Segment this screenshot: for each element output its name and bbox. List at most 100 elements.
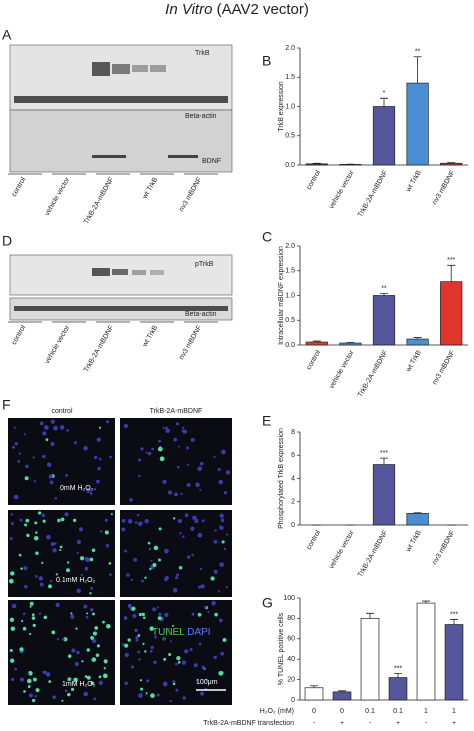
cell: [162, 681, 168, 687]
x-tick-label: TrkB-2A-mBDNF: [357, 169, 389, 218]
cell: [176, 655, 181, 661]
bar: [339, 342, 362, 346]
cell: [83, 446, 88, 451]
cell: [52, 548, 57, 553]
cell: [74, 441, 78, 445]
cell: [157, 558, 161, 562]
x-tick-label: TrkB-2A-mBDNF: [357, 529, 389, 578]
x-row-label: H₂O₂ (mM): [260, 708, 294, 715]
cell: [153, 660, 157, 664]
cell: [178, 566, 183, 570]
cell: [217, 590, 220, 593]
cell: [8, 578, 14, 584]
cell: [214, 529, 217, 532]
y-tick-label: 2: [291, 499, 295, 506]
cell: [13, 426, 16, 429]
cell: [165, 426, 168, 430]
cell: [91, 548, 96, 552]
panel-letter: G: [262, 595, 273, 611]
cell: [41, 513, 46, 518]
y-tick-label: 40: [287, 656, 295, 663]
cell: [124, 549, 128, 553]
panel-letter: D: [2, 233, 12, 249]
cell: [90, 608, 94, 612]
bar: [444, 624, 464, 701]
cell: [149, 649, 153, 653]
cell: [222, 637, 227, 642]
cell: [71, 687, 75, 691]
cell: [129, 498, 133, 502]
cell: [97, 466, 101, 471]
cell: [137, 650, 141, 654]
cell: [186, 483, 191, 487]
cell: [109, 573, 112, 576]
cell: [163, 657, 167, 661]
bar: [305, 163, 328, 166]
cell: [24, 476, 29, 481]
cell: [9, 617, 15, 622]
cell: [214, 612, 218, 617]
cell: [138, 458, 142, 462]
cell: [130, 665, 134, 669]
y-tick-label: 0.5: [285, 133, 295, 140]
cell: [197, 466, 203, 472]
error-bar: [413, 337, 422, 340]
cell: [50, 419, 55, 424]
y-tick-label: 20: [287, 676, 295, 683]
y-tick-label: 60: [287, 636, 295, 643]
cell: [145, 451, 148, 454]
bar: [440, 281, 463, 346]
x-row-label: TrkB-2A-mBDNF transfection: [203, 720, 294, 727]
cell: [121, 527, 126, 532]
blot-label: Beta-actin: [185, 311, 217, 318]
cell: [219, 562, 224, 567]
x-tick-label: nv3 mBDNF: [431, 169, 456, 206]
cell: [70, 614, 75, 619]
cell: [9, 648, 13, 652]
x-tick-label: control: [306, 529, 323, 551]
cell: [38, 576, 43, 581]
cell: [92, 638, 97, 643]
cell: [27, 685, 31, 688]
cell: [156, 693, 160, 697]
cell: [182, 696, 186, 700]
bar: [304, 687, 324, 701]
x-tick-label: vehicle vector: [328, 349, 356, 390]
cell: [135, 636, 139, 640]
cell: [168, 627, 171, 630]
cell: [173, 492, 178, 497]
cell: [46, 534, 51, 540]
x-row-value: -: [369, 720, 372, 727]
y-tick-label: 2.0: [285, 45, 295, 52]
cell: [67, 654, 72, 658]
blot-label: pTrkB: [195, 261, 214, 268]
cell: [64, 689, 68, 693]
cell: [168, 490, 173, 495]
y-axis-label: Phosphorylated TrkB expression: [278, 428, 285, 529]
cell: [67, 677, 72, 682]
cell: [220, 651, 225, 656]
cell: [38, 511, 42, 515]
cell: [39, 421, 44, 426]
cell: [126, 573, 130, 577]
cell: [158, 612, 162, 616]
cell: [186, 446, 190, 450]
cell: [33, 480, 37, 483]
lane-label: vehicle vector: [44, 324, 72, 365]
y-tick-label: 0.0: [285, 162, 295, 169]
cell: [98, 457, 102, 461]
cell: [200, 461, 204, 466]
cell: [106, 624, 111, 629]
cell: [148, 547, 152, 551]
cell: [144, 518, 149, 524]
cell: [48, 474, 53, 479]
cell: [35, 688, 40, 693]
cell: [151, 447, 154, 451]
y-axis-label: Intracellular mBDNF expression: [278, 246, 285, 345]
cell: [29, 632, 32, 636]
cell: [32, 623, 36, 627]
cell: [174, 662, 178, 666]
x-row-value: -: [313, 720, 316, 727]
cell: [26, 533, 30, 538]
cell: [79, 556, 85, 561]
